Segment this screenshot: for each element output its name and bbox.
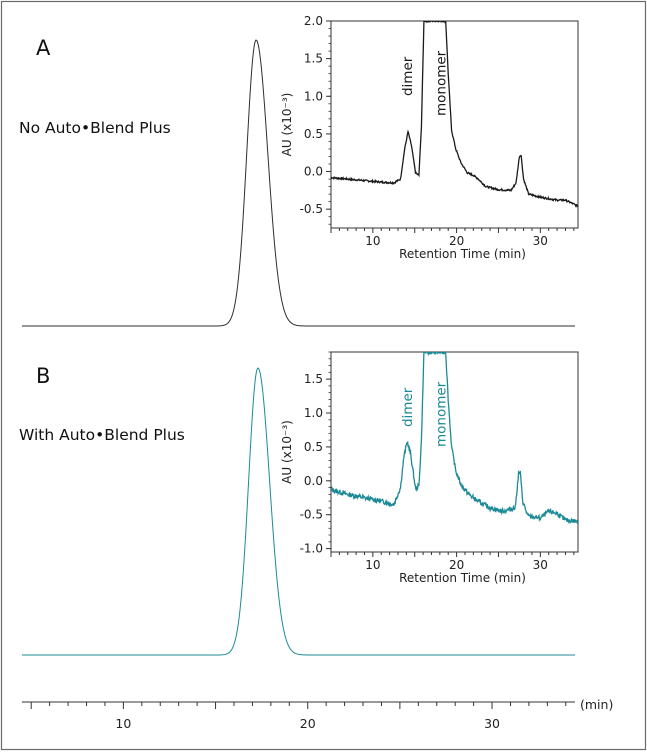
panel-b-letter: B xyxy=(36,364,50,388)
inset-b-y-tick-label: -1.0 xyxy=(300,542,323,556)
inset-a-trace xyxy=(331,21,578,208)
inset-a-x-tick-label: 10 xyxy=(365,234,380,248)
inset-b-y-tick-label: 1.5 xyxy=(304,372,323,386)
inset-a-plot-frame xyxy=(330,20,579,229)
inset-a-y-tick-label: 1.5 xyxy=(304,52,323,66)
panel-a-label: No Auto•Blend Plus xyxy=(19,119,171,137)
inset-a-y-tick-label: -0.5 xyxy=(300,202,323,216)
panel-b-label: With Auto•Blend Plus xyxy=(19,426,185,444)
inset-a-y-tick-label: 1.0 xyxy=(304,89,323,103)
inset-b-y-tick-label: 0.0 xyxy=(304,474,323,488)
inset-a-x-tick-label: 30 xyxy=(533,234,548,248)
inset-b: 1.5 1.0 0.5 0.0 -0.5 -1.0 10 20 30 Retention Time… xyxy=(280,351,579,585)
inset-b-x-tick-label: 20 xyxy=(449,558,464,572)
inset-a-annotation-dimer: dimer xyxy=(400,56,416,96)
inset-b-y-tick-label: 0.5 xyxy=(304,440,323,454)
main-x-axis-unit: (min) xyxy=(580,697,613,712)
inset-a-x-axis-label: Retention Time (min) xyxy=(399,247,526,261)
inset-b-trace xyxy=(331,352,578,525)
inset-b-x-axis-label: Retention Time (min) xyxy=(399,571,526,585)
inset-a: 2.0 1.5 1.0 0.5 0.0 -0.5 10 20 30 Retention Time … xyxy=(280,14,579,261)
inset-b-plot-frame xyxy=(330,351,579,553)
panel-b-trace xyxy=(22,367,575,656)
main-x-tick-label: 10 xyxy=(115,716,131,731)
inset-a-y-tick-label: 0.0 xyxy=(304,165,323,179)
inset-b-annotation-dimer: dimer xyxy=(400,387,416,427)
inset-b-annotation-monomer: monomer xyxy=(434,381,450,447)
inset-a-y-tick-label: 0.5 xyxy=(304,127,323,141)
inset-b-x-tick-label: 10 xyxy=(365,558,380,572)
inset-a-annotation-monomer: monomer xyxy=(434,50,450,116)
inset-b-y-axis-label: AU (x10⁻³) xyxy=(280,420,294,484)
main-x-tick-label: 20 xyxy=(300,716,316,731)
main-x-tick-label: 30 xyxy=(484,716,500,731)
inset-a-y-axis-label: AU (x10⁻³) xyxy=(280,93,294,157)
inset-b-y-tick-label: 1.0 xyxy=(304,406,323,420)
panel-a-trace xyxy=(22,39,575,327)
inset-b-x-tick-label: 30 xyxy=(533,558,548,572)
panel-a-letter: A xyxy=(36,36,51,60)
inset-b-y-tick-label: -0.5 xyxy=(300,508,323,522)
main-x-axis-ticks: 10 20 30 xyxy=(30,702,567,731)
inset-a-x-tick-label: 20 xyxy=(449,234,464,248)
inset-a-y-tick-label: 2.0 xyxy=(304,14,323,28)
